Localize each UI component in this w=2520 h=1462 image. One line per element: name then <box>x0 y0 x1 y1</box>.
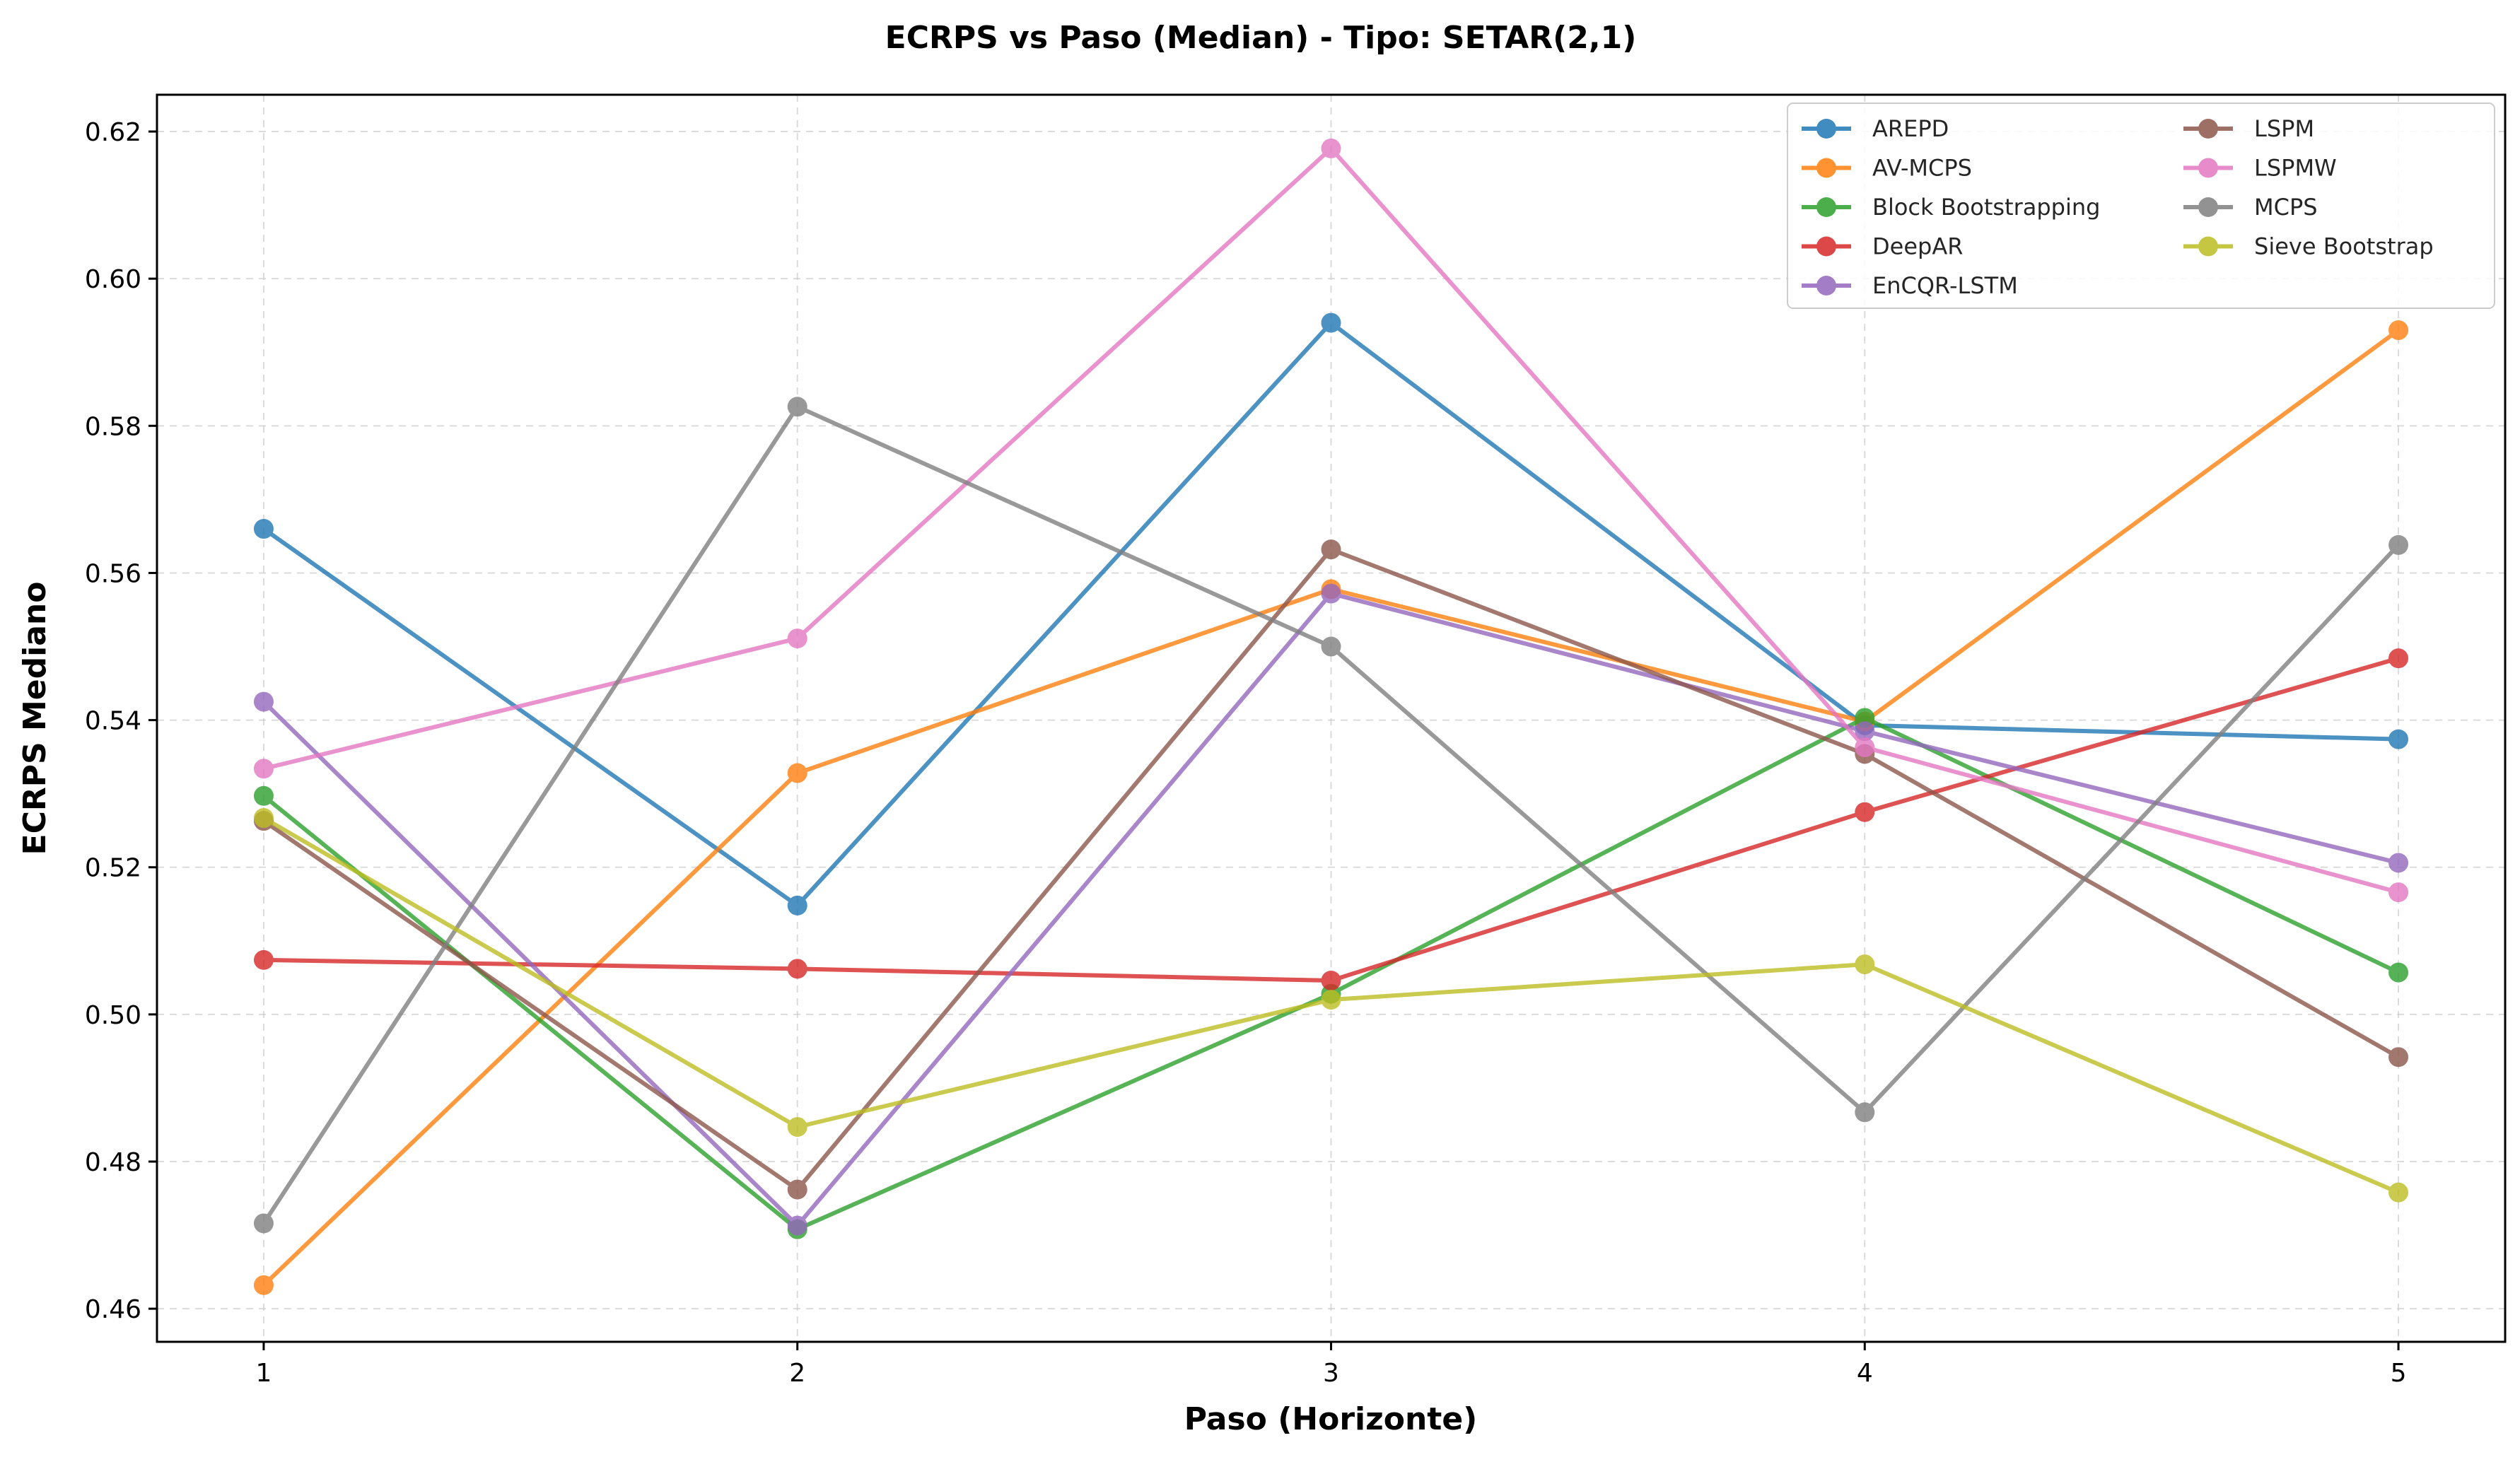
y-tick-label: 0.46 <box>85 1295 141 1324</box>
legend-item: DeepAR <box>1802 233 1963 260</box>
data-point <box>787 1215 807 1236</box>
legend-marker <box>1816 276 1836 296</box>
y-axis-label: ECRPS Mediano <box>17 582 53 855</box>
x-tick-label: 5 <box>2391 1359 2407 1388</box>
legend: AREPD AV-MCPS Block Bootstrapping DeepAR EnC… <box>1787 103 2495 309</box>
legend-label: MCPS <box>2254 194 2318 221</box>
data-point <box>1321 138 1341 158</box>
data-point <box>1321 990 1341 1010</box>
data-point <box>253 785 274 806</box>
legend-marker <box>2198 119 2218 139</box>
legend-label: Sieve Bootstrap <box>2254 233 2434 260</box>
legend-label: AV-MCPS <box>1872 155 1972 182</box>
data-point <box>1855 954 1875 975</box>
legend-marker <box>2198 158 2218 178</box>
data-point <box>1321 539 1341 560</box>
legend-label: AREPD <box>1872 115 1949 142</box>
data-point <box>2388 729 2409 749</box>
data-point <box>1321 636 1341 657</box>
data-point <box>253 691 274 712</box>
axes-ticks: 1 2 3 4 5 0.46 0.48 0.50 0.52 0.54 0.56 0.58 0.60 0.6… <box>85 118 2407 1388</box>
legend-label: LSPMW <box>2254 155 2337 182</box>
legend-item: LSPMW <box>2183 155 2337 182</box>
legend-item: Sieve Bootstrap <box>2183 233 2434 260</box>
data-point <box>253 519 274 539</box>
legend-marker <box>1816 119 1836 139</box>
y-tick-label: 0.58 <box>85 412 141 441</box>
data-point <box>253 808 274 829</box>
data-point <box>787 763 807 783</box>
x-tick-label: 1 <box>256 1359 272 1388</box>
x-axis-label: Paso (Horizonte) <box>1184 1401 1478 1437</box>
series-encqr-lstm <box>253 583 2409 1236</box>
chart-title: ECRPS vs Paso (Median) - Tipo: SETAR(2,1… <box>885 20 1637 56</box>
data-point <box>787 1179 807 1200</box>
legend-label: Block Bootstrapping <box>1872 194 2100 221</box>
data-point <box>253 949 274 970</box>
legend-marker <box>2198 236 2218 257</box>
data-point <box>787 895 807 916</box>
series-sieve-bootstrap <box>253 808 2409 1203</box>
y-tick-label: 0.54 <box>85 707 141 736</box>
data-point <box>787 1117 807 1138</box>
y-tick-label: 0.56 <box>85 559 141 588</box>
data-point <box>1321 583 1341 604</box>
data-point <box>2388 1047 2409 1068</box>
data-point <box>1855 1102 1875 1123</box>
data-point <box>1321 312 1341 333</box>
legend-marker <box>1816 158 1836 178</box>
series-deepar <box>253 648 2409 991</box>
data-point <box>1855 721 1875 742</box>
legend-marker <box>2198 197 2218 217</box>
series-layer <box>253 138 2409 1295</box>
x-tick-label: 4 <box>1857 1359 1873 1388</box>
data-point <box>1321 971 1341 991</box>
legend-item: EnCQR-LSTM <box>1802 272 2018 299</box>
data-point <box>2388 882 2409 903</box>
y-tick-label: 0.62 <box>85 118 141 147</box>
data-point <box>2388 1182 2409 1203</box>
data-point <box>1855 802 1875 822</box>
data-point <box>253 1275 274 1295</box>
data-point <box>1855 737 1875 758</box>
data-point <box>787 628 807 649</box>
legend-item: Block Bootstrapping <box>1802 194 2100 221</box>
data-point <box>787 959 807 979</box>
data-point <box>2388 962 2409 983</box>
data-point <box>253 1213 274 1234</box>
x-tick-label: 3 <box>1323 1359 1339 1388</box>
legend-marker <box>1816 197 1836 217</box>
y-tick-label: 0.48 <box>85 1148 141 1177</box>
legend-item: LSPM <box>2183 115 2314 142</box>
series-mcps <box>253 397 2409 1234</box>
data-point <box>787 397 807 417</box>
y-tick-label: 0.60 <box>85 265 141 294</box>
series-arepd <box>253 312 2409 916</box>
y-tick-label: 0.52 <box>85 854 141 883</box>
y-tick-label: 0.50 <box>85 1001 141 1030</box>
legend-item: AV-MCPS <box>1802 155 1972 182</box>
legend-item: MCPS <box>2183 194 2318 221</box>
series-lspm <box>253 539 2409 1200</box>
x-tick-label: 2 <box>789 1359 805 1388</box>
legend-label: EnCQR-LSTM <box>1872 272 2018 299</box>
data-point <box>253 759 274 779</box>
data-point <box>2388 648 2409 669</box>
legend-item: AREPD <box>1802 115 1949 142</box>
legend-label: DeepAR <box>1872 233 1963 260</box>
data-point <box>2388 320 2409 341</box>
legend-box <box>1787 103 2495 309</box>
legend-label: LSPM <box>2254 115 2314 142</box>
data-point <box>2388 534 2409 555</box>
data-point <box>2388 853 2409 873</box>
legend-marker <box>1816 236 1836 257</box>
